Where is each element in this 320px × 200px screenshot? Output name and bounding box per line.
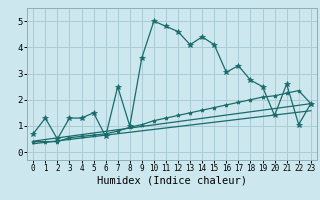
X-axis label: Humidex (Indice chaleur): Humidex (Indice chaleur) <box>97 176 247 186</box>
